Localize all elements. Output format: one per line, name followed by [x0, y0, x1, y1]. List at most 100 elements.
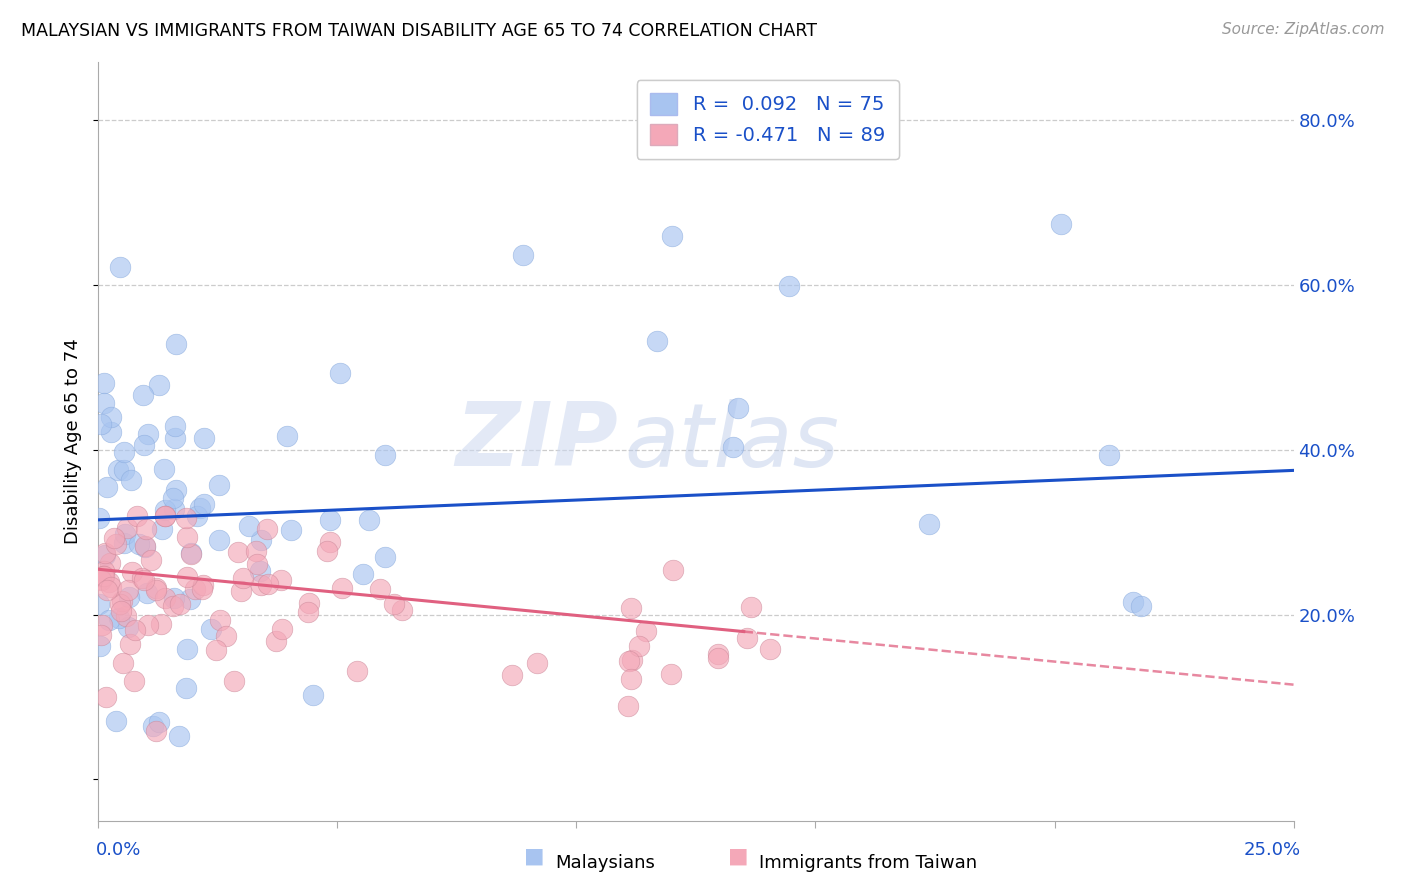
Point — [162, 599, 184, 614]
Point — [778, 278, 800, 293]
Point — [100, 425, 122, 440]
Point — [153, 503, 176, 517]
Point — [208, 613, 231, 627]
Point — [167, 729, 190, 743]
Point — [163, 591, 186, 605]
Point — [329, 366, 352, 380]
Point — [193, 430, 215, 444]
Point — [108, 611, 131, 625]
Point — [740, 600, 762, 615]
Point — [661, 228, 683, 243]
Point — [316, 543, 339, 558]
Point — [619, 673, 641, 687]
Point — [153, 508, 176, 523]
Y-axis label: Disability Age 65 to 74: Disability Age 65 to 74 — [65, 339, 83, 544]
Point — [659, 666, 682, 681]
Point — [302, 688, 325, 702]
Text: MALAYSIAN VS IMMIGRANTS FROM TAIWAN DISABILITY AGE 65 TO 74 CORRELATION CHART: MALAYSIAN VS IMMIGRANTS FROM TAIWAN DISA… — [21, 22, 817, 40]
Point — [124, 674, 146, 689]
Point — [205, 643, 228, 657]
Point — [645, 334, 668, 348]
Point — [501, 668, 523, 682]
Point — [374, 550, 396, 565]
Point — [100, 580, 122, 594]
Point — [759, 642, 782, 657]
Point — [190, 582, 212, 596]
Point — [271, 622, 294, 636]
Point — [368, 582, 391, 597]
Point — [150, 522, 173, 536]
Point — [121, 566, 143, 580]
Point — [93, 376, 115, 390]
Point — [153, 461, 176, 475]
Point — [100, 556, 122, 570]
Point — [180, 546, 202, 560]
Point — [207, 533, 229, 547]
Point — [249, 533, 271, 547]
Point — [165, 337, 187, 351]
Point — [114, 527, 136, 541]
Point — [382, 597, 405, 611]
Text: ▪: ▪ — [523, 839, 546, 872]
Point — [276, 429, 298, 443]
Point — [1098, 448, 1121, 462]
Point — [621, 653, 644, 667]
Point — [118, 590, 141, 604]
Point — [115, 609, 138, 624]
Point — [120, 637, 142, 651]
Point — [136, 618, 159, 632]
Point — [352, 567, 374, 582]
Point — [215, 630, 238, 644]
Point — [142, 718, 165, 732]
Point — [149, 617, 172, 632]
Point — [120, 473, 142, 487]
Point — [245, 543, 267, 558]
Point — [176, 530, 198, 544]
Point — [110, 604, 132, 618]
Point — [179, 592, 201, 607]
Point — [176, 510, 198, 524]
Point — [319, 534, 342, 549]
Legend: R =  0.092   N = 75, R = -0.471   N = 89: R = 0.092 N = 75, R = -0.471 N = 89 — [637, 79, 898, 159]
Point — [148, 377, 170, 392]
Text: 25.0%: 25.0% — [1243, 840, 1301, 858]
Point — [224, 674, 246, 689]
Point — [105, 714, 128, 728]
Point — [90, 618, 112, 632]
Point — [153, 591, 176, 605]
Point — [232, 571, 254, 585]
Point — [97, 575, 120, 590]
Point — [117, 620, 139, 634]
Point — [208, 478, 231, 492]
Point — [193, 497, 215, 511]
Point — [627, 639, 650, 653]
Text: ZIP: ZIP — [456, 398, 619, 485]
Point — [297, 605, 319, 619]
Point — [280, 523, 302, 537]
Point — [115, 521, 138, 535]
Point — [145, 581, 167, 595]
Text: Source: ZipAtlas.com: Source: ZipAtlas.com — [1222, 22, 1385, 37]
Point — [180, 547, 202, 561]
Point — [114, 444, 136, 458]
Point — [91, 569, 114, 583]
Point — [96, 480, 118, 494]
Point — [131, 572, 153, 586]
Point — [107, 463, 129, 477]
Point — [191, 578, 214, 592]
Point — [330, 581, 353, 595]
Point — [256, 577, 278, 591]
Point — [112, 535, 135, 549]
Point — [96, 582, 118, 597]
Point — [512, 248, 534, 262]
Point — [93, 564, 115, 578]
Point — [155, 508, 177, 523]
Point — [90, 628, 112, 642]
Point — [145, 724, 167, 739]
Point — [94, 546, 117, 560]
Point — [136, 426, 159, 441]
Point — [266, 634, 288, 648]
Point — [134, 573, 156, 587]
Point — [163, 419, 186, 434]
Point — [127, 508, 149, 523]
